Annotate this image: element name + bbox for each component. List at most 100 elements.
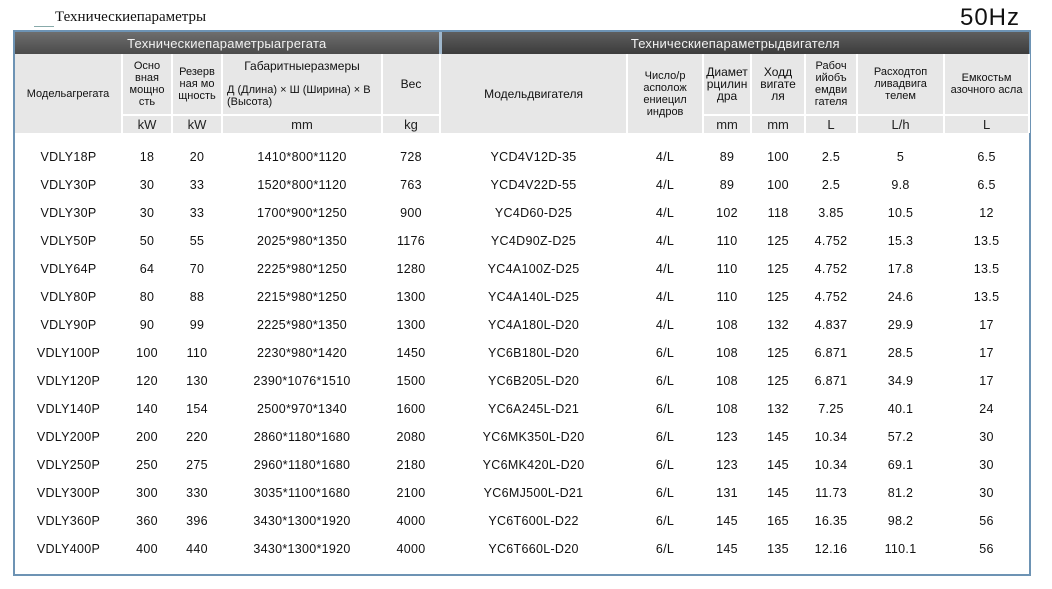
cell-engine-model: YC6B180L-D20 bbox=[487, 346, 580, 360]
cell-model: VDLY250P bbox=[36, 458, 101, 472]
cell-prime-power: 250 bbox=[136, 458, 158, 472]
cell-cylinders: 6/L bbox=[655, 374, 675, 388]
cell-stroke: 132 bbox=[767, 318, 789, 332]
table-row: VDLY250P 250 275 2960*1180*1680 2180 YC6MK420… bbox=[15, 451, 1029, 479]
unit-stroke: mm bbox=[751, 114, 807, 133]
table-row: VDLY400P 400 440 3430*1300*1920 4000 YC6T660L… bbox=[15, 535, 1029, 563]
cell-displacement: 6.871 bbox=[814, 346, 848, 360]
cell-fuel: 10.5 bbox=[887, 206, 914, 220]
cell-fuel: 24.6 bbox=[887, 290, 914, 304]
cell-cylinders: 4/L bbox=[655, 290, 675, 304]
cell-model: VDLY18P bbox=[40, 150, 97, 164]
cell-standby-power: 33 bbox=[189, 206, 205, 220]
cell-standby-power: 130 bbox=[186, 374, 208, 388]
cell-oil: 6.5 bbox=[977, 150, 996, 164]
cell-weight: 1300 bbox=[396, 290, 426, 304]
cell-cylinders: 4/L bbox=[655, 318, 675, 332]
cell-standby-power: 33 bbox=[189, 178, 205, 192]
cell-engine-model: YC4A180L-D20 bbox=[487, 318, 580, 332]
cell-fuel: 69.1 bbox=[887, 458, 914, 472]
title-tab-decoration bbox=[34, 26, 54, 32]
cell-fuel: 15.3 bbox=[887, 234, 914, 248]
cell-displacement: 2.5 bbox=[821, 150, 841, 164]
cell-bore: 145 bbox=[716, 542, 738, 556]
cell-oil: 30 bbox=[979, 458, 994, 472]
cell-model: VDLY200P bbox=[36, 430, 101, 444]
cell-dimensions: 3035*1100*1680 bbox=[253, 486, 351, 500]
cell-bore: 102 bbox=[716, 206, 738, 220]
col-header-bore: Диамет рцилин дра bbox=[703, 54, 753, 115]
cell-stroke: 100 bbox=[767, 178, 789, 192]
unit-weight: kg bbox=[382, 114, 442, 133]
table-body: VDLY18P 18 20 1410*800*1120 728 YCD4V12D-35 4/… bbox=[15, 133, 1029, 563]
cell-bore: 108 bbox=[716, 374, 738, 388]
cell-prime-power: 300 bbox=[136, 486, 158, 500]
cell-fuel: 5 bbox=[896, 150, 905, 164]
cell-standby-power: 220 bbox=[186, 430, 208, 444]
table-row: VDLY140P 140 154 2500*970*1340 1600 YC6A245L-… bbox=[15, 395, 1029, 423]
cell-stroke: 125 bbox=[767, 346, 789, 360]
cell-cylinders: 6/L bbox=[655, 458, 675, 472]
cell-model: VDLY90P bbox=[40, 318, 97, 332]
cell-model: VDLY64P bbox=[40, 262, 97, 276]
cell-model: VDLY120P bbox=[36, 374, 101, 388]
cell-oil: 24 bbox=[979, 402, 994, 416]
cell-displacement: 3.85 bbox=[818, 206, 844, 220]
cell-stroke: 125 bbox=[767, 374, 789, 388]
table-row: VDLY50P 50 55 2025*980*1350 1176 YC4D90Z-D25 4… bbox=[15, 227, 1029, 255]
cell-standby-power: 440 bbox=[186, 542, 208, 556]
cell-stroke: 100 bbox=[767, 150, 789, 164]
cell-engine-model: YC6A245L-D21 bbox=[487, 402, 580, 416]
cell-engine-model: YC6MK350L-D20 bbox=[482, 430, 585, 444]
cell-engine-model: YC6T660L-D20 bbox=[488, 542, 579, 556]
cell-displacement: 7.25 bbox=[818, 402, 844, 416]
cell-standby-power: 275 bbox=[186, 458, 208, 472]
cell-bore: 89 bbox=[719, 178, 735, 192]
cell-cylinders: 6/L bbox=[655, 486, 675, 500]
cell-displacement: 4.752 bbox=[814, 234, 848, 248]
unit-fuel: L/h bbox=[857, 114, 946, 133]
cell-weight: 1300 bbox=[396, 318, 426, 332]
cell-stroke: 135 bbox=[767, 542, 789, 556]
spec-table: Техническиепараметрыагрегата Технические… bbox=[15, 32, 1031, 563]
table-row: VDLY300P 300 330 3035*1100*1680 2100 YC6MJ500… bbox=[15, 479, 1029, 507]
cell-prime-power: 80 bbox=[139, 290, 155, 304]
cell-stroke: 145 bbox=[767, 430, 789, 444]
cell-oil: 12 bbox=[979, 206, 994, 220]
cell-stroke: 145 bbox=[767, 458, 789, 472]
cell-prime-power: 120 bbox=[136, 374, 158, 388]
table-row: VDLY80P 80 88 2215*980*1250 1300 YC4A140L-D25… bbox=[15, 283, 1029, 311]
cell-standby-power: 110 bbox=[186, 346, 208, 360]
cell-dimensions: 2500*970*1340 bbox=[256, 402, 348, 416]
cell-weight: 4000 bbox=[396, 542, 426, 556]
table-row: VDLY90P 90 99 2225*980*1350 1300 YC4A180L-D20… bbox=[15, 311, 1029, 339]
col-header-fuel: Расходтоп ливадвига телем bbox=[857, 54, 946, 115]
col-header-prime-power: Осно вная мощно сть bbox=[122, 54, 173, 115]
table-row: VDLY64P 64 70 2225*980*1250 1280 YC4A100Z-D25… bbox=[15, 255, 1029, 283]
cell-fuel: 57.2 bbox=[887, 430, 914, 444]
unit-oil: L bbox=[944, 114, 1031, 133]
cell-model: VDLY80P bbox=[40, 290, 97, 304]
cell-model: VDLY360P bbox=[36, 514, 101, 528]
cell-oil: 56 bbox=[979, 514, 994, 528]
cell-oil: 56 bbox=[979, 542, 994, 556]
cell-displacement: 6.871 bbox=[814, 374, 848, 388]
cell-bore: 110 bbox=[716, 234, 738, 248]
col-header-standby-power: Резерв ная мо щность bbox=[172, 54, 223, 115]
cell-displacement: 12.16 bbox=[814, 542, 848, 556]
cell-oil: 6.5 bbox=[977, 178, 996, 192]
cell-prime-power: 360 bbox=[136, 514, 158, 528]
cell-stroke: 125 bbox=[767, 290, 789, 304]
cell-displacement: 4.752 bbox=[814, 262, 848, 276]
cell-weight: 1600 bbox=[396, 402, 426, 416]
cell-fuel: 9.8 bbox=[891, 178, 910, 192]
cell-fuel: 98.2 bbox=[887, 514, 914, 528]
cell-engine-model: YC6B205L-D20 bbox=[487, 374, 580, 388]
cell-bore: 89 bbox=[719, 150, 735, 164]
cell-fuel: 40.1 bbox=[887, 402, 914, 416]
table-row: VDLY200P 200 220 2860*1180*1680 2080 YC6MK350… bbox=[15, 423, 1029, 451]
cell-fuel: 110.1 bbox=[884, 542, 917, 556]
cell-weight: 1176 bbox=[396, 234, 426, 248]
cell-prime-power: 30 bbox=[139, 178, 155, 192]
cell-engine-model: YC4A100Z-D25 bbox=[487, 262, 580, 276]
